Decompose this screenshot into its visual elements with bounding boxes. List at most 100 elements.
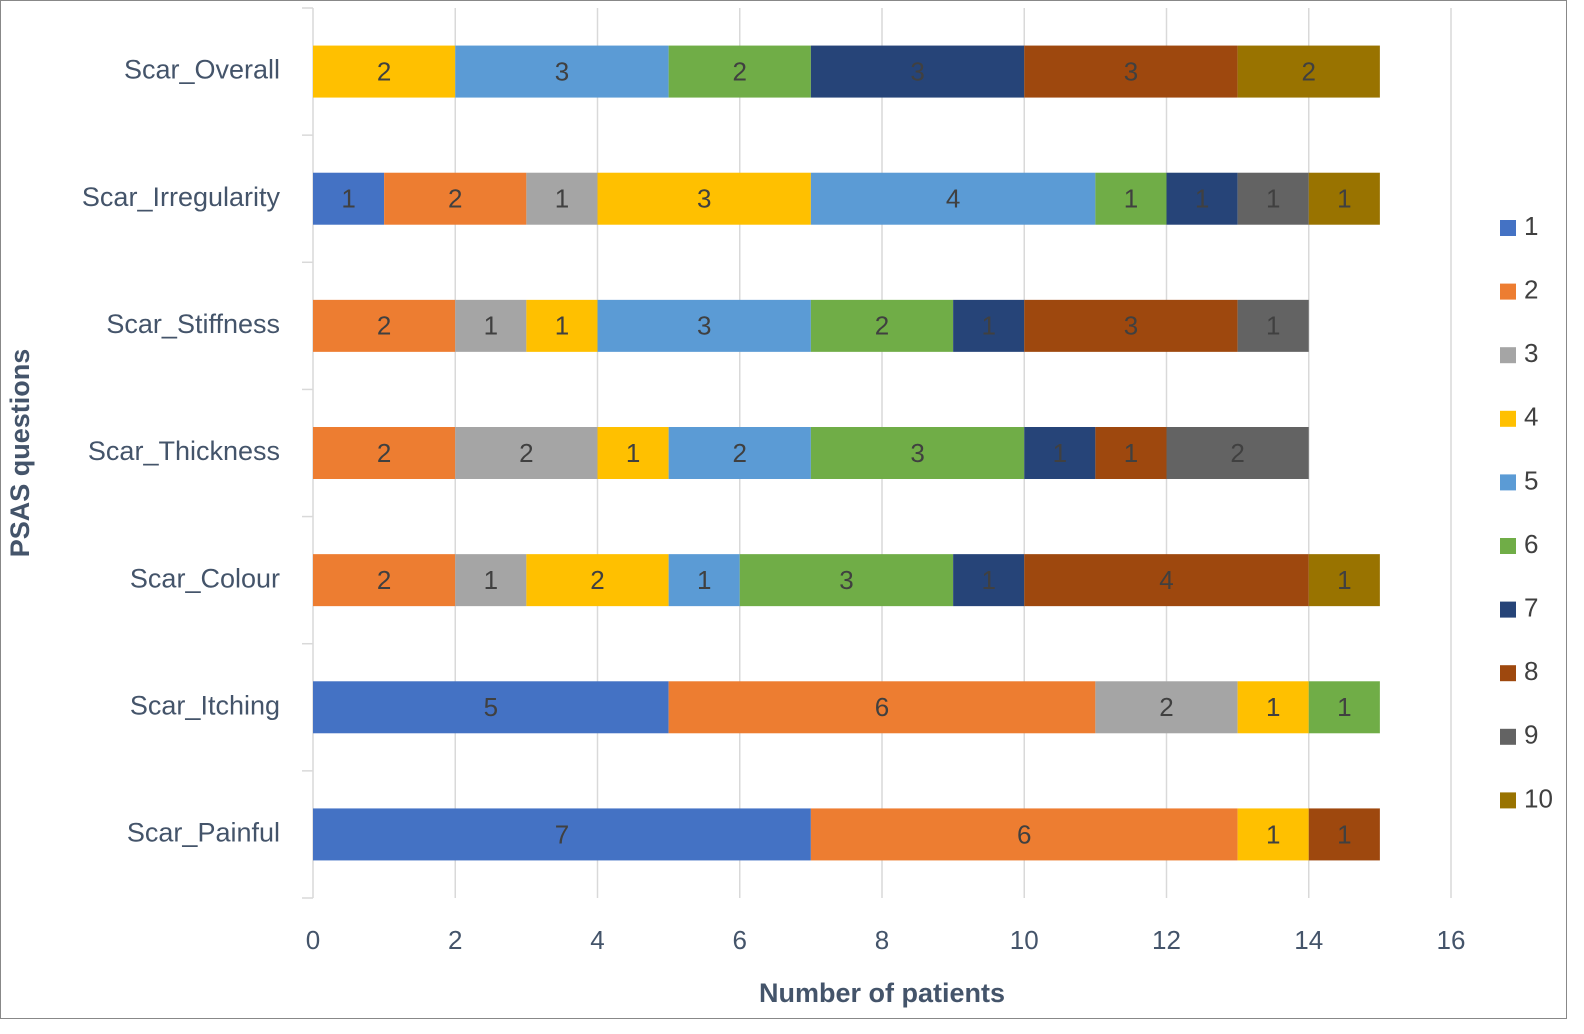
y-tick-label: Scar_Irregularity — [82, 182, 281, 212]
value-label: 2 — [590, 565, 604, 595]
value-label: 4 — [1159, 565, 1173, 595]
bar-segment — [1237, 299, 1309, 352]
value-label: 3 — [697, 311, 711, 341]
value-label: 3 — [910, 438, 924, 468]
bar-segment — [1237, 45, 1380, 98]
value-label: 1 — [1053, 438, 1067, 468]
value-label: 1 — [1337, 565, 1351, 595]
value-label: 6 — [1017, 819, 1031, 849]
x-tick-label: 6 — [733, 925, 747, 955]
bar-segment — [1166, 427, 1309, 479]
bar-segment — [1308, 554, 1380, 607]
legend-label: 6 — [1524, 529, 1538, 559]
x-tick-label: 0 — [306, 925, 320, 955]
legend-label: 3 — [1524, 338, 1538, 368]
value-label: 2 — [875, 311, 889, 341]
bar-segment — [455, 427, 598, 479]
bar-segment — [1024, 554, 1309, 607]
value-label: 2 — [519, 438, 533, 468]
value-label: 6 — [875, 692, 889, 722]
value-label: 1 — [1266, 692, 1280, 722]
x-axis-title: Number of patients — [759, 978, 1005, 1008]
legend-label: 4 — [1524, 402, 1538, 432]
bar-segment — [455, 299, 527, 352]
value-label: 1 — [341, 184, 355, 214]
value-label: 1 — [1266, 819, 1280, 849]
x-tick-label: 14 — [1294, 925, 1323, 955]
value-label: 3 — [839, 565, 853, 595]
value-label: 3 — [910, 56, 924, 86]
bar-segment — [1237, 681, 1309, 734]
bar-segment — [597, 427, 669, 479]
value-label: 1 — [1266, 311, 1280, 341]
value-label: 2 — [1230, 438, 1244, 468]
y-tick-label: Scar_Itching — [130, 690, 280, 720]
bar-segment — [810, 45, 1025, 98]
bar-segment — [1024, 427, 1096, 479]
legend-swatch — [1500, 792, 1516, 809]
bar-segment — [384, 172, 527, 225]
x-tick-label: 12 — [1152, 925, 1181, 955]
y-tick-label: Scar_Painful — [127, 818, 280, 848]
value-label: 1 — [555, 311, 569, 341]
bar-segment — [1095, 681, 1238, 734]
y-tick-label: Scar_Overall — [124, 55, 280, 85]
y-tick-label: Scar_Stiffness — [106, 309, 280, 339]
value-label: 1 — [1124, 438, 1138, 468]
x-tick-label: 10 — [1010, 925, 1039, 955]
value-label: 2 — [377, 438, 391, 468]
bar-segment — [1166, 172, 1238, 225]
bar-segment — [810, 808, 1238, 861]
value-label: 2 — [1302, 56, 1316, 86]
legend-label: 10 — [1524, 783, 1553, 813]
bar-segment — [953, 299, 1025, 352]
y-tick-label: Scar_Thickness — [88, 436, 280, 466]
value-label: 1 — [1337, 819, 1351, 849]
legend-label: 8 — [1524, 656, 1538, 686]
bar-segment — [313, 681, 669, 734]
legend-label: 7 — [1524, 592, 1538, 622]
bar-segment — [1308, 681, 1380, 734]
bar-segment — [668, 681, 1096, 734]
bar-segment — [526, 172, 598, 225]
legend-swatch — [1500, 474, 1516, 491]
legend-swatch — [1500, 220, 1516, 236]
legend-label: 1 — [1524, 211, 1538, 241]
chart-border — [0, 0, 1567, 1019]
bar-segment — [1024, 45, 1238, 98]
bar-segment — [526, 299, 598, 352]
bar-segment — [597, 299, 811, 352]
legend-swatch — [1500, 665, 1516, 682]
bar-segment — [953, 554, 1025, 607]
y-tick-label: Scar_Colour — [130, 563, 280, 593]
bar-segment — [1024, 299, 1238, 352]
value-label: 3 — [1124, 56, 1138, 86]
legend-label: 2 — [1524, 274, 1538, 304]
bar-segment — [668, 554, 740, 607]
x-tick-label: 2 — [448, 925, 462, 955]
value-label: 1 — [555, 184, 569, 214]
legend-swatch — [1500, 538, 1516, 554]
bar-segment — [810, 427, 1025, 479]
value-label: 3 — [697, 184, 711, 214]
legend-swatch — [1500, 283, 1516, 300]
value-label: 2 — [1159, 692, 1173, 722]
value-label: 2 — [733, 438, 747, 468]
bar-segment — [1237, 808, 1309, 861]
x-tick-label: 4 — [590, 925, 604, 955]
bar-segment — [313, 554, 456, 607]
legend-swatch — [1500, 601, 1516, 618]
legend-label: 9 — [1524, 720, 1538, 750]
value-label: 2 — [377, 565, 391, 595]
value-label: 2 — [377, 311, 391, 341]
bar-segment — [455, 45, 669, 98]
value-label: 1 — [1337, 692, 1351, 722]
bar-segment — [810, 299, 954, 352]
value-label: 4 — [946, 184, 960, 214]
bar-segment — [526, 554, 669, 607]
value-label: 1 — [1266, 184, 1280, 214]
legend-label: 5 — [1524, 465, 1538, 495]
y-axis-title: PSAS questions — [5, 349, 35, 558]
bar-segment — [668, 45, 811, 98]
legend-swatch — [1500, 410, 1516, 427]
